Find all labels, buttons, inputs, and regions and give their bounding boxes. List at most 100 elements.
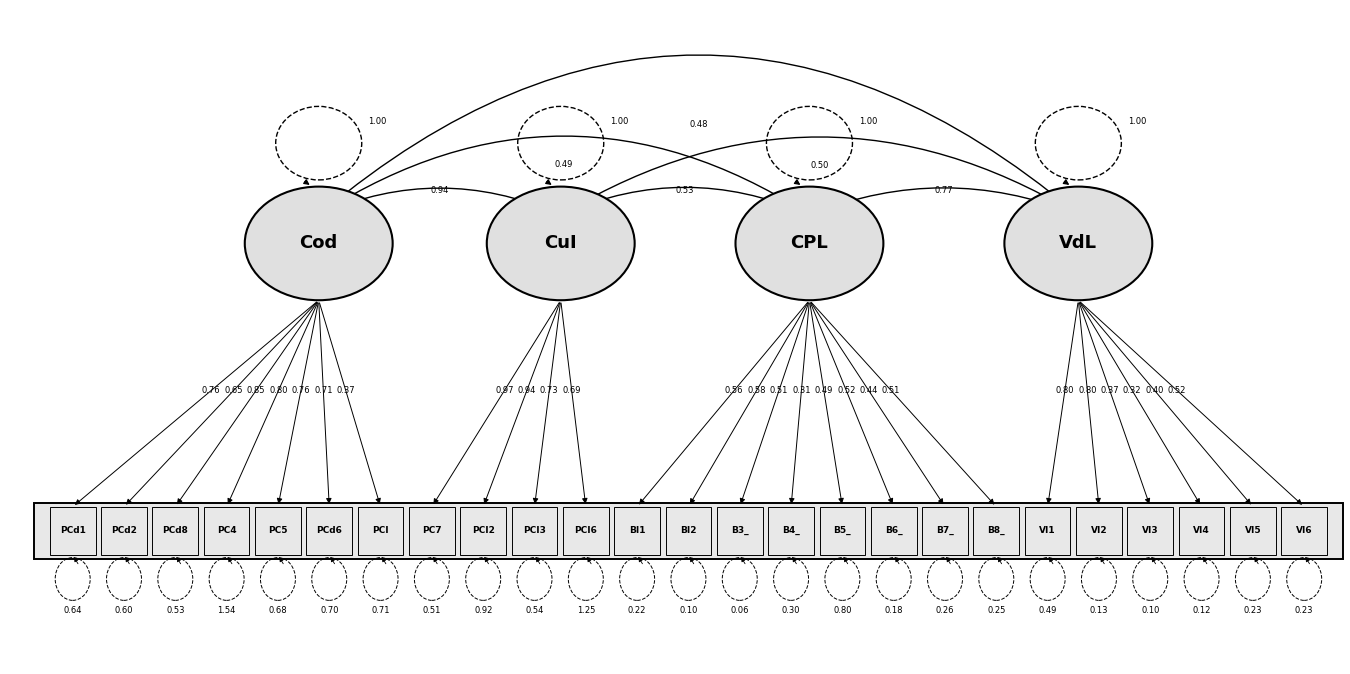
Text: B3_: B3_	[730, 526, 748, 535]
Text: 0.64: 0.64	[63, 606, 82, 615]
FancyBboxPatch shape	[1076, 507, 1122, 555]
Ellipse shape	[736, 187, 883, 300]
Text: 0.06: 0.06	[730, 606, 749, 615]
Text: 1.00: 1.00	[1129, 117, 1146, 125]
Text: 0.76: 0.76	[202, 386, 220, 395]
FancyBboxPatch shape	[1281, 507, 1327, 555]
Text: B7_: B7_	[936, 526, 954, 535]
FancyBboxPatch shape	[717, 507, 763, 555]
FancyBboxPatch shape	[871, 507, 917, 555]
FancyBboxPatch shape	[101, 507, 147, 555]
FancyBboxPatch shape	[768, 507, 814, 555]
FancyBboxPatch shape	[1179, 507, 1224, 555]
Text: 0.54: 0.54	[525, 606, 544, 615]
Text: 0.53: 0.53	[676, 186, 694, 195]
Text: 0.80: 0.80	[269, 386, 288, 395]
Text: 0.53: 0.53	[166, 606, 185, 615]
Text: 1.54: 1.54	[217, 606, 236, 615]
Text: 0.60: 0.60	[115, 606, 134, 615]
Text: VI4: VI4	[1193, 526, 1210, 535]
FancyBboxPatch shape	[973, 507, 1019, 555]
Text: BI1: BI1	[629, 526, 645, 535]
Text: 0.10: 0.10	[679, 606, 698, 615]
Text: VI1: VI1	[1040, 526, 1056, 535]
Text: 0.76: 0.76	[292, 386, 311, 395]
Text: 0.92: 0.92	[474, 606, 493, 615]
Text: 0.80: 0.80	[833, 606, 852, 615]
Text: 0.52: 0.52	[837, 386, 856, 395]
FancyBboxPatch shape	[460, 507, 506, 555]
Text: 0.13: 0.13	[1089, 606, 1108, 615]
Text: B5_: B5_	[833, 526, 852, 535]
Text: PCd2: PCd2	[111, 526, 136, 535]
Text: PC7: PC7	[423, 526, 441, 535]
FancyBboxPatch shape	[1230, 507, 1276, 555]
Text: 0.26: 0.26	[936, 606, 954, 615]
Text: PCI3: PCI3	[522, 526, 545, 535]
Text: 0.77: 0.77	[934, 186, 953, 195]
Text: 0.73: 0.73	[540, 386, 559, 395]
Text: 0.12: 0.12	[1192, 606, 1211, 615]
FancyBboxPatch shape	[306, 507, 352, 555]
FancyBboxPatch shape	[34, 503, 1343, 559]
FancyBboxPatch shape	[1127, 507, 1173, 555]
Text: PCd1: PCd1	[59, 526, 85, 535]
Text: 0.22: 0.22	[628, 606, 647, 615]
Text: B4_: B4_	[782, 526, 801, 535]
FancyBboxPatch shape	[512, 507, 558, 555]
Text: 0.94: 0.94	[517, 386, 536, 395]
Text: 0.48: 0.48	[690, 120, 707, 129]
Text: PCI: PCI	[373, 526, 389, 535]
FancyBboxPatch shape	[153, 507, 198, 555]
Text: 0.52: 0.52	[1168, 386, 1187, 395]
Text: PCd8: PCd8	[162, 526, 188, 535]
Text: 0.51: 0.51	[769, 386, 788, 395]
Text: 0.23: 0.23	[1295, 606, 1314, 615]
Text: VI5: VI5	[1245, 526, 1261, 535]
Text: 0.70: 0.70	[320, 606, 339, 615]
Text: 0.68: 0.68	[269, 606, 288, 615]
Text: 0.30: 0.30	[782, 606, 801, 615]
Text: 0.25: 0.25	[987, 606, 1006, 615]
FancyBboxPatch shape	[50, 507, 96, 555]
Text: 0.49: 0.49	[555, 160, 574, 169]
Text: 0.10: 0.10	[1141, 606, 1160, 615]
Text: PCI6: PCI6	[574, 526, 597, 535]
Ellipse shape	[244, 187, 393, 300]
Text: CPL: CPL	[791, 235, 829, 253]
FancyBboxPatch shape	[204, 507, 250, 555]
Text: 0.32: 0.32	[1123, 386, 1142, 395]
Text: 0.69: 0.69	[563, 386, 580, 395]
Text: 0.31: 0.31	[792, 386, 810, 395]
Text: BI2: BI2	[680, 526, 697, 535]
Text: 0.37: 0.37	[336, 386, 355, 395]
Text: 0.94: 0.94	[431, 186, 450, 195]
Text: 0.85: 0.85	[247, 386, 266, 395]
FancyBboxPatch shape	[922, 507, 968, 555]
Text: 1.00: 1.00	[859, 117, 878, 125]
Text: VdL: VdL	[1060, 235, 1098, 253]
Text: B8_: B8_	[987, 526, 1006, 535]
FancyBboxPatch shape	[409, 507, 455, 555]
Text: PC5: PC5	[269, 526, 288, 535]
Text: 0.40: 0.40	[1145, 386, 1164, 395]
Text: PCI2: PCI2	[471, 526, 494, 535]
FancyBboxPatch shape	[666, 507, 711, 555]
Text: 0.50: 0.50	[810, 160, 829, 170]
Text: 0.71: 0.71	[315, 386, 332, 395]
Ellipse shape	[1004, 187, 1153, 300]
FancyBboxPatch shape	[255, 507, 301, 555]
Ellipse shape	[487, 187, 634, 300]
Text: PCd6: PCd6	[316, 526, 342, 535]
Text: 0.71: 0.71	[371, 606, 390, 615]
Text: 0.56: 0.56	[725, 386, 744, 395]
Text: 0.51: 0.51	[882, 386, 900, 395]
Text: 0.80: 0.80	[1079, 386, 1096, 395]
Text: 0.80: 0.80	[1056, 386, 1075, 395]
FancyBboxPatch shape	[614, 507, 660, 555]
Text: 1.00: 1.00	[610, 117, 629, 125]
Text: 0.18: 0.18	[884, 606, 903, 615]
Text: 0.58: 0.58	[748, 386, 765, 395]
Text: 0.97: 0.97	[495, 386, 514, 395]
Text: VI3: VI3	[1142, 526, 1158, 535]
